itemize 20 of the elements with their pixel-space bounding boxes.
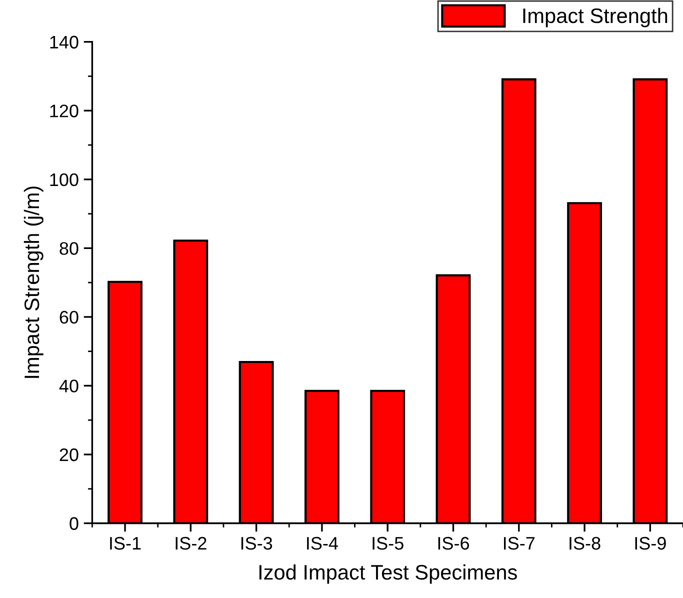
y-tick-label: 20 xyxy=(60,448,78,462)
y-tick-label: 120 xyxy=(50,104,78,118)
x-tick-label: IS-4 xyxy=(307,536,338,550)
x-tick-label: IS-5 xyxy=(372,536,404,550)
legend-label: Impact Strength xyxy=(523,8,668,28)
y-tick-label: 60 xyxy=(60,310,78,324)
x-axis-title: Izod Impact Test Specimens xyxy=(259,564,517,584)
x-tick-label: IS-3 xyxy=(241,536,272,550)
y-axis-title: Impact Strength (j/m) xyxy=(24,186,44,378)
x-tick-label: IS-7 xyxy=(504,536,535,550)
y-tick-label: 80 xyxy=(60,242,78,255)
x-tick-label: IS-1 xyxy=(110,536,141,550)
y-tick-label: 40 xyxy=(59,380,78,392)
y-tick-label: 140 xyxy=(50,36,78,49)
x-tick-label: IS-2 xyxy=(176,536,206,550)
x-tick-label: IS-8 xyxy=(570,536,600,550)
y-tick-label: 0 xyxy=(70,517,78,530)
x-tick-label: IS-6 xyxy=(438,536,470,550)
y-tick-label: 100 xyxy=(50,173,78,186)
x-tick-label: IS-9 xyxy=(635,536,666,550)
